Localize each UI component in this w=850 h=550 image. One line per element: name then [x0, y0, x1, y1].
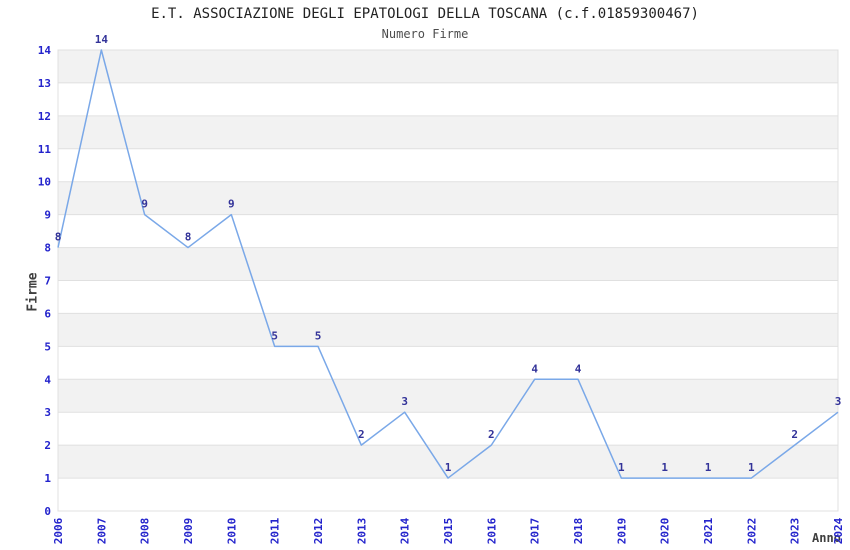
data-point-label: 8 [55, 231, 62, 244]
y-tick-label: 2 [44, 439, 51, 452]
x-tick-label: 2021 [702, 517, 715, 544]
y-tick-label: 3 [44, 406, 51, 419]
x-tick-label: 2020 [659, 518, 672, 545]
y-tick-label: 0 [44, 505, 51, 518]
data-point-label: 1 [618, 461, 625, 474]
y-tick-label: 14 [38, 44, 52, 57]
y-tick-label: 1 [44, 472, 51, 485]
data-point-label: 1 [445, 461, 452, 474]
x-tick-label: 2010 [225, 518, 238, 545]
x-tick-label: 2009 [182, 518, 195, 545]
x-tick-label: 2012 [312, 518, 325, 545]
plot-band [58, 115, 838, 149]
x-tick-label: 2013 [355, 518, 368, 545]
data-point-label: 5 [271, 329, 278, 342]
x-tick-label: 2006 [52, 517, 65, 544]
data-point-label: 2 [358, 428, 365, 441]
x-tick-label: 2024 [832, 517, 845, 544]
y-tick-label: 8 [44, 242, 51, 255]
plot-band [58, 247, 838, 281]
y-tick-label: 13 [38, 77, 51, 90]
data-point-label: 3 [835, 395, 842, 408]
x-tick-label: 2017 [529, 518, 542, 545]
plot-band [58, 445, 838, 479]
x-tick-label: 2016 [485, 517, 498, 544]
x-tick-label: 2022 [745, 518, 758, 545]
plot-band [58, 50, 838, 83]
data-point-label: 9 [141, 198, 148, 211]
x-axis-title: Anno [812, 531, 841, 545]
data-point-label: 2 [791, 428, 798, 441]
x-tick-label: 2008 [139, 518, 152, 545]
y-tick-label: 5 [44, 340, 51, 353]
x-tick-label: 2023 [789, 518, 802, 545]
x-tick-label: 2011 [269, 517, 282, 544]
data-point-label: 8 [185, 231, 192, 244]
data-point-label: 9 [228, 198, 235, 211]
plot-band [58, 313, 838, 347]
y-tick-label: 11 [38, 143, 52, 156]
chart-title: E.T. ASSOCIAZIONE DEGLI EPATOLOGI DELLA … [151, 6, 699, 22]
y-tick-label: 9 [44, 209, 51, 222]
y-tick-label: 4 [44, 373, 51, 386]
data-point-label: 1 [748, 461, 755, 474]
data-point-label: 5 [315, 329, 322, 342]
x-tick-label: 2014 [399, 517, 412, 544]
data-point-label: 1 [661, 461, 668, 474]
x-tick-label: 2015 [442, 518, 455, 545]
chart-subtitle: Numero Firme [381, 27, 469, 41]
plot-border [57, 49, 839, 512]
y-tick-label: 6 [44, 307, 51, 320]
x-tick-label: 2018 [572, 518, 585, 545]
y-tick-label: 7 [44, 275, 51, 288]
y-tick-label: 10 [38, 176, 51, 189]
data-point-label: 4 [531, 362, 538, 375]
data-point-label: 2 [488, 428, 495, 441]
plot-band [58, 181, 838, 215]
y-tick-label: 12 [38, 110, 51, 123]
data-point-label: 14 [95, 33, 109, 46]
plot-band [58, 379, 838, 413]
data-point-label: 3 [401, 395, 408, 408]
x-tick-label: 2019 [615, 518, 628, 545]
x-tick-label: 2007 [95, 518, 108, 545]
chart-line [57, 49, 839, 479]
data-point-label: 4 [575, 362, 582, 375]
data-point-label: 1 [705, 461, 712, 474]
